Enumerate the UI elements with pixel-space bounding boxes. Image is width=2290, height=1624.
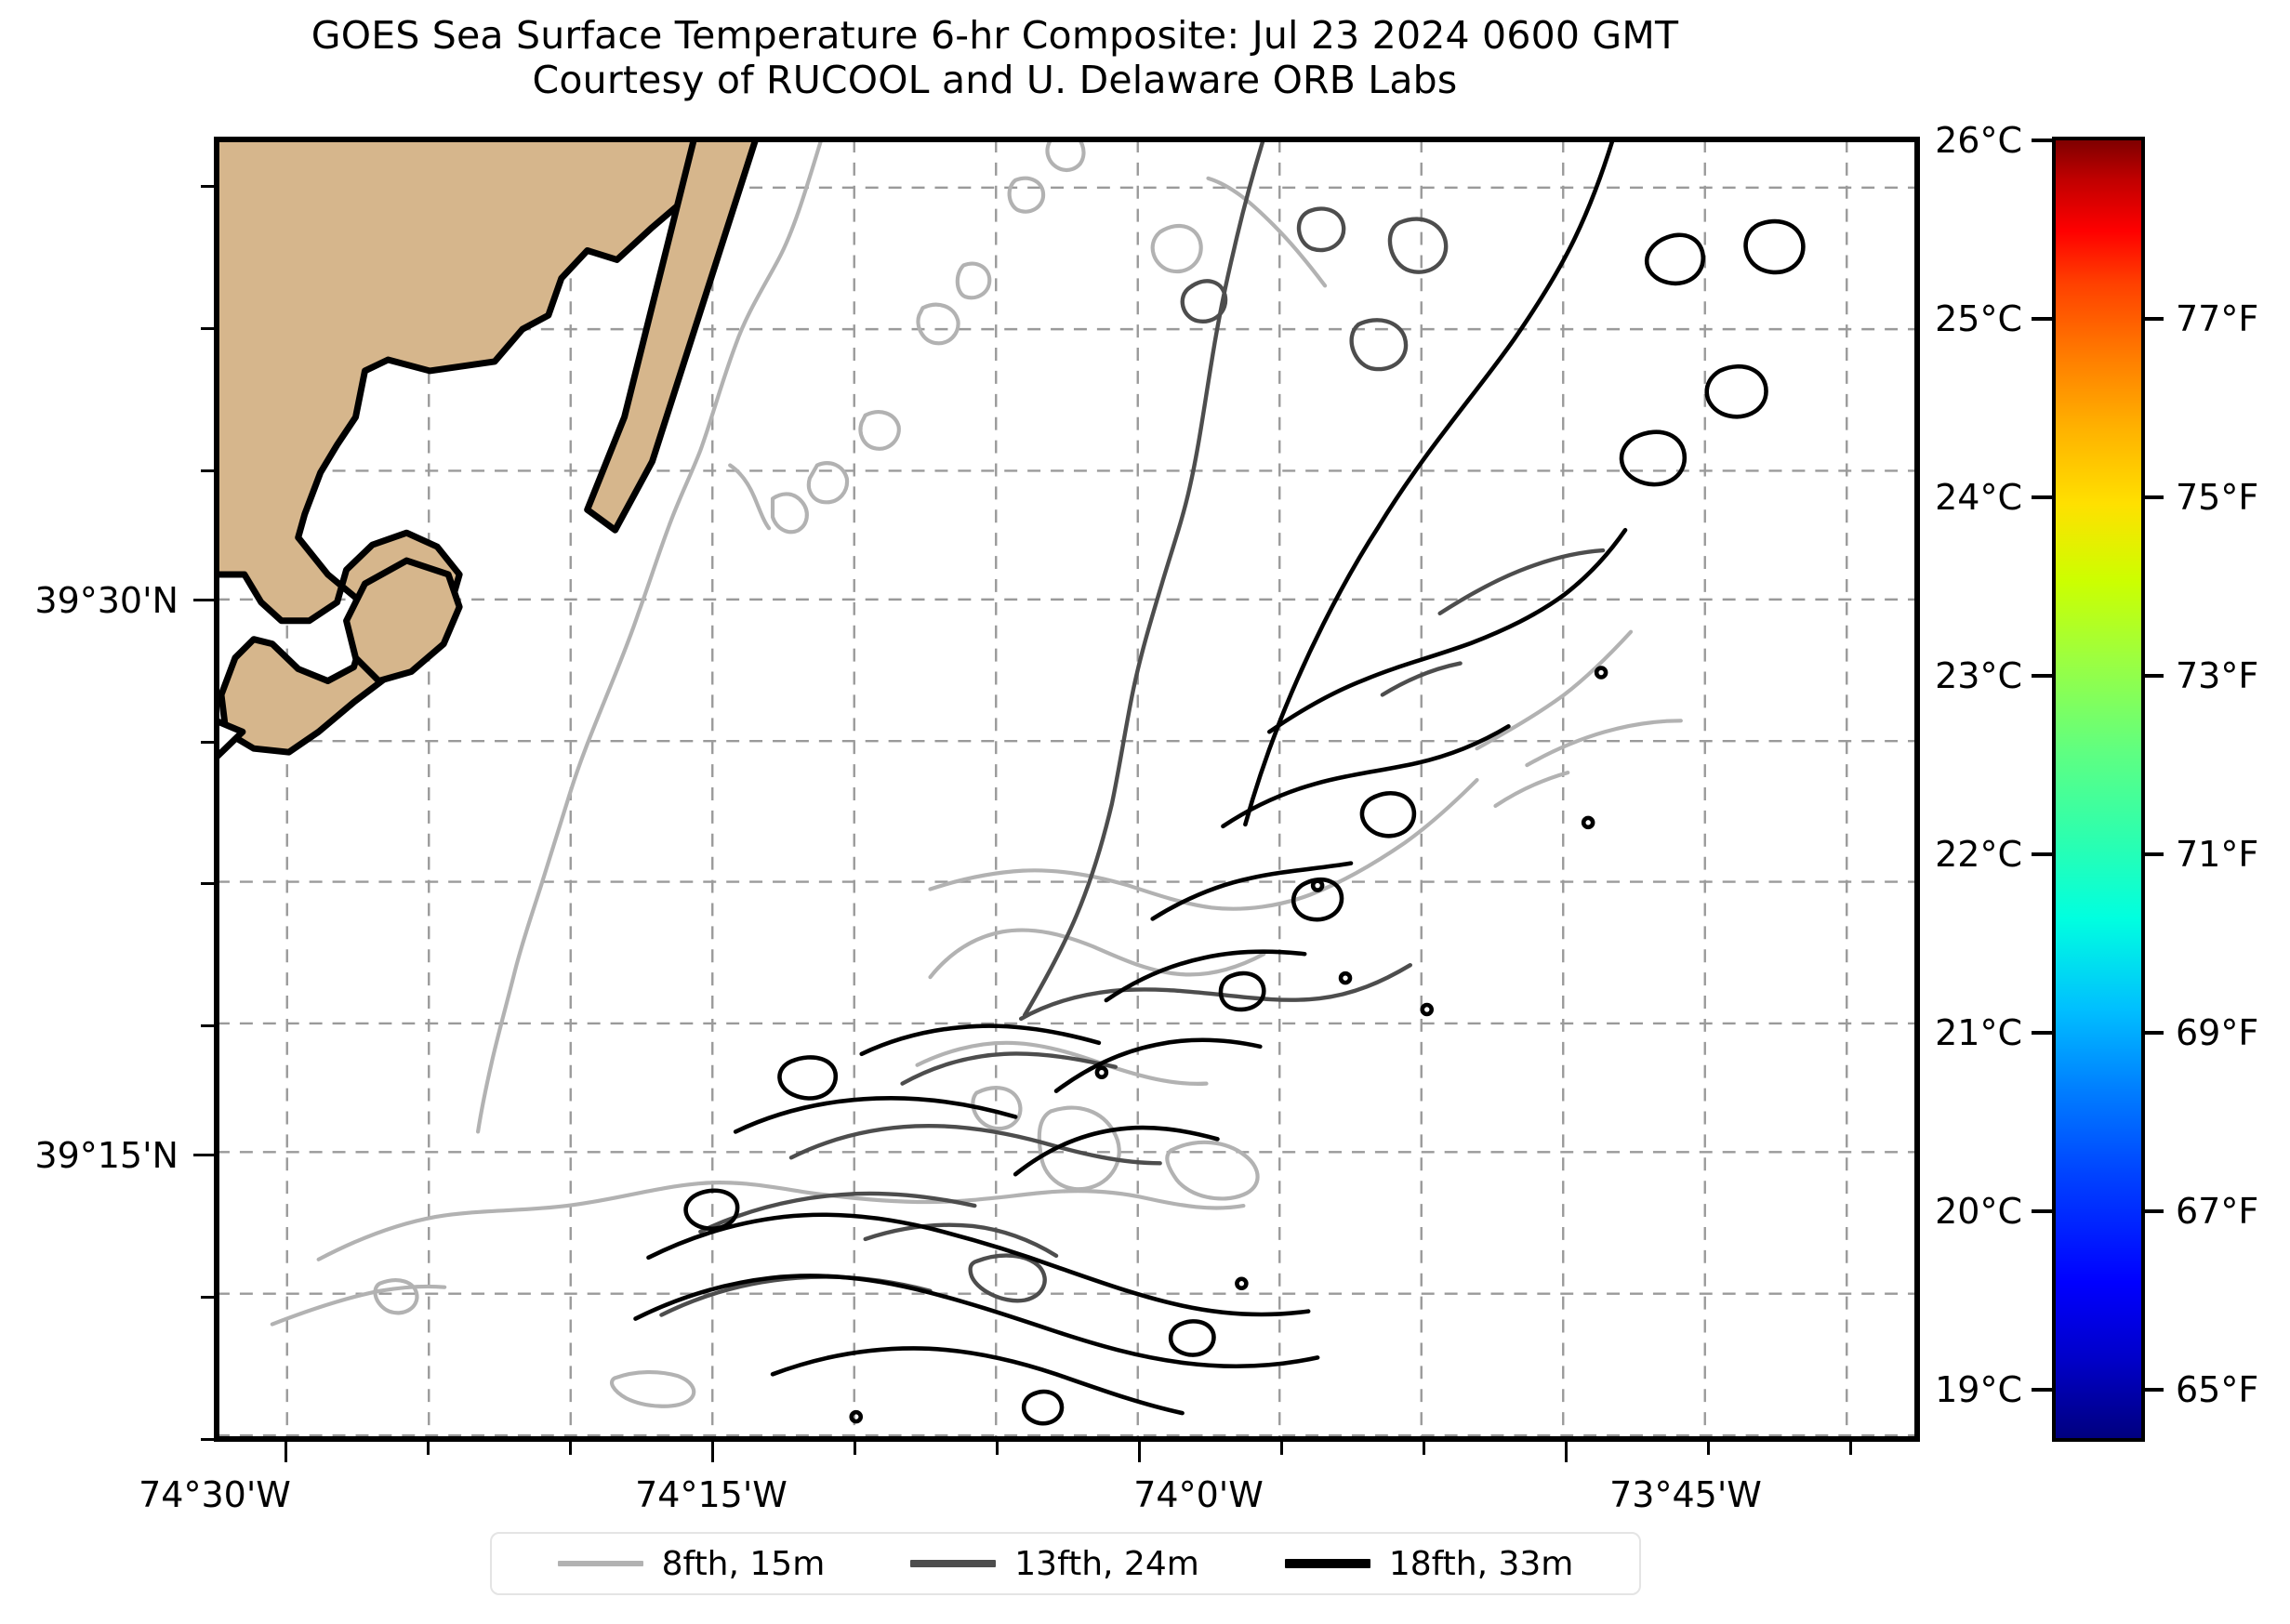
- colorbar-tick-f: [2143, 1388, 2164, 1392]
- y-tick-minor: [201, 741, 214, 744]
- land-polygon-cape-lobe: [343, 557, 463, 684]
- legend-label-8fth: 8fth, 15m: [661, 1544, 826, 1583]
- colorbar-label-f: 77°F: [2176, 298, 2259, 339]
- map-canvas: [217, 139, 1917, 1439]
- land-polygon-barrier-island: [584, 139, 760, 534]
- colorbar-label-f: 75°F: [2176, 477, 2259, 518]
- colorbar-tick-c: [2032, 317, 2052, 321]
- figure-title: GOES Sea Surface Temperature 6-hr Compos…: [0, 13, 1990, 103]
- legend-label-13fth: 13fth, 24m: [1014, 1544, 1199, 1583]
- x-tick-minor: [1849, 1442, 1852, 1455]
- x-tick-major: [1565, 1442, 1568, 1462]
- colorbar-tick-f: [2143, 1209, 2164, 1213]
- x-tick-minor: [1707, 1442, 1710, 1455]
- y-tick-minor: [201, 185, 214, 188]
- x-axis-label: 74°0'W: [1133, 1474, 1264, 1515]
- colorbar[interactable]: [2052, 137, 2145, 1442]
- title-line-1: GOES Sea Surface Temperature 6-hr Compos…: [311, 13, 1679, 58]
- x-tick-major: [711, 1442, 714, 1462]
- colorbar-label-c: 26°C: [1935, 120, 2022, 161]
- x-axis-label: 74°15'W: [635, 1474, 788, 1515]
- x-tick-minor: [427, 1442, 430, 1455]
- colorbar-tick-f: [2143, 674, 2164, 678]
- x-axis-label: 74°30'W: [139, 1474, 291, 1515]
- x-tick-major: [1138, 1442, 1141, 1462]
- colorbar-label-f: 67°F: [2176, 1191, 2259, 1232]
- legend-line-13fth-icon: [910, 1560, 997, 1567]
- map-axes[interactable]: [214, 137, 1920, 1442]
- colorbar-label-c: 24°C: [1935, 477, 2022, 518]
- y-tick-minor: [201, 882, 214, 885]
- y-axis-label: 39°30'N: [34, 580, 179, 621]
- colorbar-tick-c: [2032, 674, 2052, 678]
- colorbar-label-f: 71°F: [2176, 834, 2259, 875]
- colorbar-label-c: 23°C: [1935, 655, 2022, 696]
- x-tick-major: [285, 1442, 287, 1462]
- x-tick-minor: [1280, 1442, 1283, 1455]
- legend-line-8fth-icon: [557, 1561, 643, 1566]
- x-tick-minor: [854, 1442, 856, 1455]
- land-polygon-mainland: [217, 139, 739, 756]
- colorbar-label-f: 73°F: [2176, 655, 2259, 696]
- x-tick-minor: [569, 1442, 572, 1455]
- colorbar-label-c: 19°C: [1935, 1369, 2022, 1410]
- colorbar-label-f: 65°F: [2176, 1369, 2259, 1410]
- colorbar-tick-f: [2143, 495, 2164, 499]
- colorbar-label-c: 21°C: [1935, 1012, 2022, 1053]
- y-tick-minor: [201, 327, 214, 330]
- legend-item-13fth[interactable]: 13fth, 24m: [867, 1545, 1242, 1583]
- contour-18fth-33m: [633, 139, 1806, 1426]
- colorbar-tick-f: [2143, 852, 2164, 856]
- x-tick-minor: [1423, 1442, 1425, 1455]
- legend-label-18fth: 18fth, 33m: [1388, 1544, 1574, 1583]
- legend-line-18fth-icon: [1284, 1559, 1370, 1568]
- legend-item-18fth[interactable]: 18fth, 33m: [1242, 1545, 1617, 1583]
- axes-frame: [217, 139, 1917, 1439]
- x-tick-minor: [996, 1442, 999, 1455]
- colorbar-label-c: 22°C: [1935, 834, 2022, 875]
- land-mask: [217, 139, 760, 762]
- title-line-2: Courtesy of RUCOOL and U. Delaware ORB L…: [532, 58, 1458, 103]
- y-tick-minor: [201, 1438, 214, 1441]
- y-axis-label: 39°15'N: [34, 1135, 179, 1176]
- bathymetry-legend[interactable]: 8fth, 15m 13fth, 24m 18fth, 33m: [490, 1532, 1641, 1595]
- y-tick-major: [193, 599, 214, 601]
- land-polygon-inlet-notch: [217, 717, 246, 762]
- colorbar-tick-c: [2032, 495, 2052, 499]
- colorbar-tick-f: [2143, 1031, 2164, 1035]
- colorbar-tick-c: [2032, 1388, 2052, 1392]
- colorbar-tick-c: [2032, 139, 2052, 142]
- colorbar-tick-c: [2032, 1209, 2052, 1213]
- x-axis-label: 73°45'W: [1609, 1474, 1762, 1515]
- colorbar-tick-c: [2032, 852, 2052, 856]
- colorbar-tick-f: [2143, 317, 2164, 321]
- colorbar-label-c: 25°C: [1935, 298, 2022, 339]
- colorbar-tick-c: [2032, 1031, 2052, 1035]
- legend-item-8fth[interactable]: 8fth, 15m: [515, 1545, 868, 1583]
- colorbar-label-f: 69°F: [2176, 1012, 2259, 1053]
- y-tick-minor: [201, 1024, 214, 1027]
- y-tick-minor: [201, 469, 214, 472]
- y-tick-major: [193, 1154, 214, 1156]
- colorbar-label-c: 20°C: [1935, 1191, 2022, 1232]
- contour-8fth-15m: [270, 139, 1683, 1408]
- y-tick-minor: [201, 1296, 214, 1299]
